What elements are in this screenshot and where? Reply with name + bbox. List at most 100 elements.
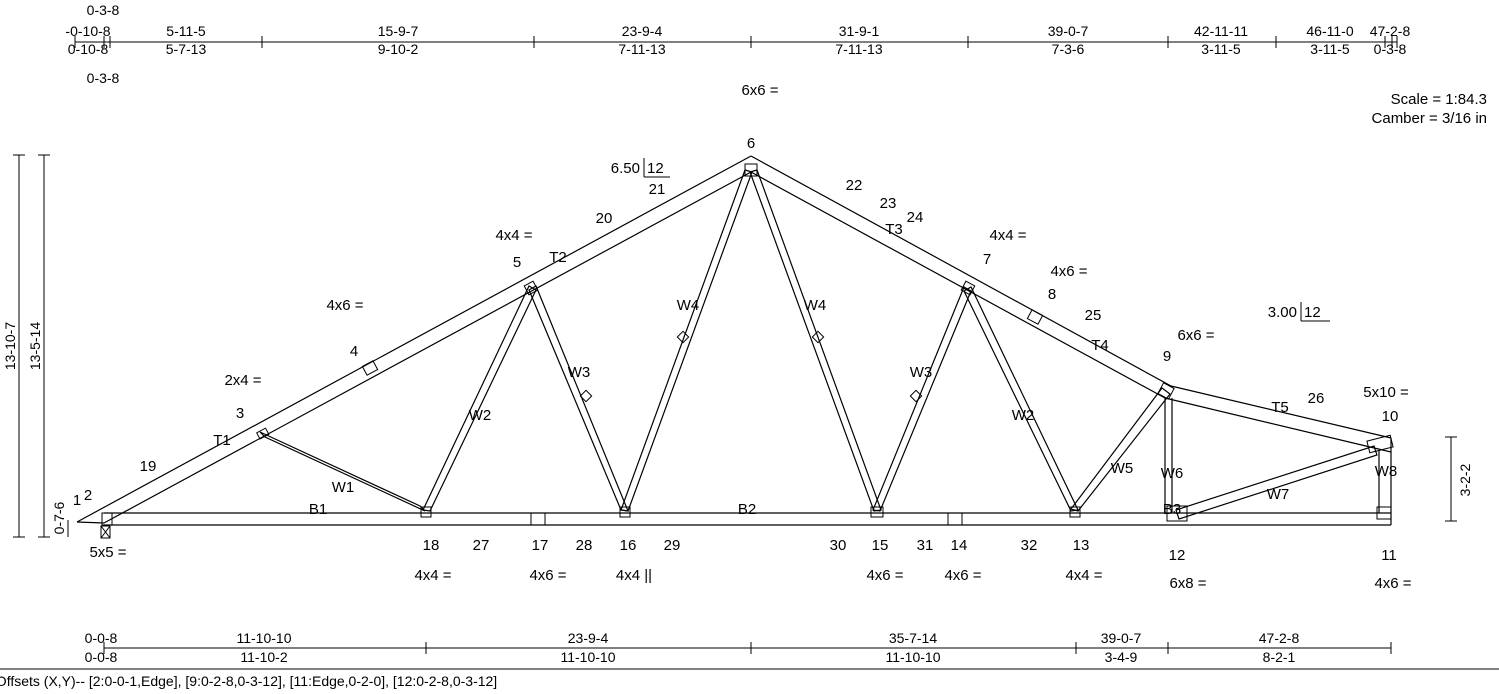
bottom-dim-r2-4: 3-4-9	[1105, 649, 1138, 665]
top-dim-r2-4: 7-11-13	[835, 41, 882, 57]
pitch-right: 3.00 12	[1268, 302, 1330, 322]
joint-12: 12	[1169, 547, 1186, 564]
plate-labels: 5x5 = 2x4 = 4x6 = 4x4 = 6x6 = 4x4 = 4x6 …	[89, 82, 1411, 592]
plate-4x4-top-left: 4x4 =	[495, 227, 532, 244]
bottom-dim-r2-1: 11-10-2	[240, 649, 287, 665]
top-dim-r2-2: 9-10-2	[378, 41, 419, 57]
joint-26: 26	[1308, 390, 1325, 407]
bottom-dim-r1-1: 11-10-10	[236, 630, 291, 646]
member-B3: B3	[1163, 501, 1181, 518]
plate-4x6-b17: 4x6 =	[529, 567, 566, 584]
top-dim-r1-5: 39-0-7	[1048, 23, 1089, 39]
joint-15: 15	[872, 537, 889, 554]
joint-27: 27	[473, 537, 490, 554]
plate-4x6-b14: 4x6 =	[944, 567, 981, 584]
member-W3-left: W3	[568, 364, 591, 381]
bottom-dim-r1-0: 0-0-8	[85, 630, 118, 646]
plate-4x4-b13: 4x4 =	[1065, 567, 1102, 584]
plate-4x4-top-right: 4x4 =	[989, 227, 1026, 244]
member-W6: W6	[1161, 465, 1184, 482]
member-W4-right: W4	[804, 297, 827, 314]
joint-1: 1	[73, 492, 81, 509]
joint-10: 10	[1382, 408, 1399, 425]
joint-numbers: 1 2 3 4 5 6 7 8 9 10 11 12 13 14 15 16 1…	[73, 135, 1399, 564]
joint-31: 31	[917, 537, 934, 554]
plate-offsets-note: Plate Offsets (X,Y)-- [2:0-0-1,Edge], [9…	[0, 673, 497, 689]
height-outer: 13-10-7	[2, 322, 18, 370]
joint-30: 30	[830, 537, 847, 554]
height-inner: 13-5-14	[27, 322, 43, 370]
camber-label: Camber = 3/16 in	[1372, 110, 1487, 127]
plate-6x8: 6x8 =	[1169, 575, 1206, 592]
height-right-end: 3-2-2	[1457, 463, 1473, 496]
top-dim-r2-7: 3-11-5	[1310, 41, 1350, 57]
pitch-left: 6.50 12	[611, 158, 670, 178]
joint-28: 28	[576, 537, 593, 554]
plate-4x6-b11: 4x6 =	[1374, 575, 1411, 592]
plate-4x4-b16: 4x4 ||	[616, 567, 652, 584]
scale-label: Scale = 1:84.3	[1391, 91, 1487, 108]
bottom-dim-r1-4: 39-0-7	[1101, 630, 1142, 646]
joint-6: 6	[747, 135, 755, 152]
member-T5: T5	[1271, 399, 1289, 416]
top-dim-extra-bottom: 0-3-8	[87, 70, 120, 86]
joint-plates	[100, 163, 1394, 539]
bottom-dim-r2-2: 11-10-10	[560, 649, 615, 665]
member-W3-right: W3	[910, 364, 933, 381]
joint-23: 23	[880, 195, 897, 212]
member-W5: W5	[1111, 460, 1134, 477]
joint-13: 13	[1073, 537, 1090, 554]
pitch-left-run: 12	[647, 160, 664, 177]
joint-16: 16	[620, 537, 637, 554]
plate-4x6-top-right: 4x6 =	[1050, 263, 1087, 280]
top-dim-r1-4: 31-9-1	[839, 23, 880, 39]
plate-4x6-top-left: 4x6 =	[326, 297, 363, 314]
top-dim-r1-3: 23-9-4	[622, 23, 663, 39]
member-W4-left: W4	[677, 297, 700, 314]
height-left-end: 0-7-6	[51, 501, 67, 534]
member-W8: W8	[1375, 463, 1398, 480]
top-dimension-line: 0-3-8 0-3-8 -0-10-8 5-11-5 15-9-7 23-9-4…	[65, 2, 1410, 86]
member-T2: T2	[549, 249, 567, 266]
joint-11: 11	[1381, 547, 1397, 564]
joint-7: 7	[983, 251, 991, 268]
plate-4x6-b15: 4x6 =	[866, 567, 903, 584]
joint-17: 17	[532, 537, 549, 554]
plate-6x6-right: 6x6 =	[1177, 327, 1214, 344]
joint-25: 25	[1085, 307, 1102, 324]
member-T3: T3	[885, 221, 903, 238]
bottom-dimension-line: 0-0-8 11-10-10 23-9-4 35-7-14 39-0-7 47-…	[85, 630, 1392, 665]
member-B1: B1	[309, 501, 327, 518]
bottom-dim-r1-5: 47-2-8	[1259, 630, 1300, 646]
joint-8: 8	[1048, 286, 1056, 303]
top-dim-r2-3: 7-11-13	[618, 41, 665, 57]
top-dim-r1-7: 46-11-0	[1306, 23, 1353, 39]
joint-20: 20	[596, 210, 613, 227]
member-W2-right: W2	[1012, 407, 1035, 424]
plate-5x5: 5x5 =	[89, 544, 126, 561]
top-dim-r1-1: 5-11-5	[166, 23, 206, 39]
joint-2: 2	[84, 487, 92, 504]
plate-5x10: 5x10 =	[1363, 384, 1409, 401]
top-dim-r1-8: 47-2-8	[1370, 23, 1411, 39]
joint-32: 32	[1021, 537, 1038, 554]
bottom-dim-r1-2: 23-9-4	[568, 630, 609, 646]
bottom-dim-r1-3: 35-7-14	[889, 630, 937, 646]
member-W2-left: W2	[469, 407, 492, 424]
joint-29: 29	[664, 537, 681, 554]
joint-4: 4	[350, 343, 358, 360]
bottom-dim-r2-0: 0-0-8	[85, 649, 118, 665]
top-dim-r2-1: 5-7-13	[166, 41, 207, 57]
bottom-dim-r2-5: 8-2-1	[1263, 649, 1296, 665]
member-W1: W1	[332, 479, 355, 496]
pitch-right-run: 12	[1304, 304, 1321, 321]
top-dim-r1-2: 15-9-7	[378, 23, 419, 39]
top-dim-r2-5: 7-3-6	[1052, 41, 1085, 57]
pitch-right-rise: 3.00	[1268, 304, 1297, 321]
top-dim-r2-0: 0-10-8	[68, 41, 109, 57]
top-dim-r1-6: 42-11-11	[1194, 23, 1248, 39]
truss-members	[76, 155, 1392, 526]
top-dim-r2-6: 3-11-5	[1201, 41, 1241, 57]
joint-24: 24	[907, 209, 924, 226]
